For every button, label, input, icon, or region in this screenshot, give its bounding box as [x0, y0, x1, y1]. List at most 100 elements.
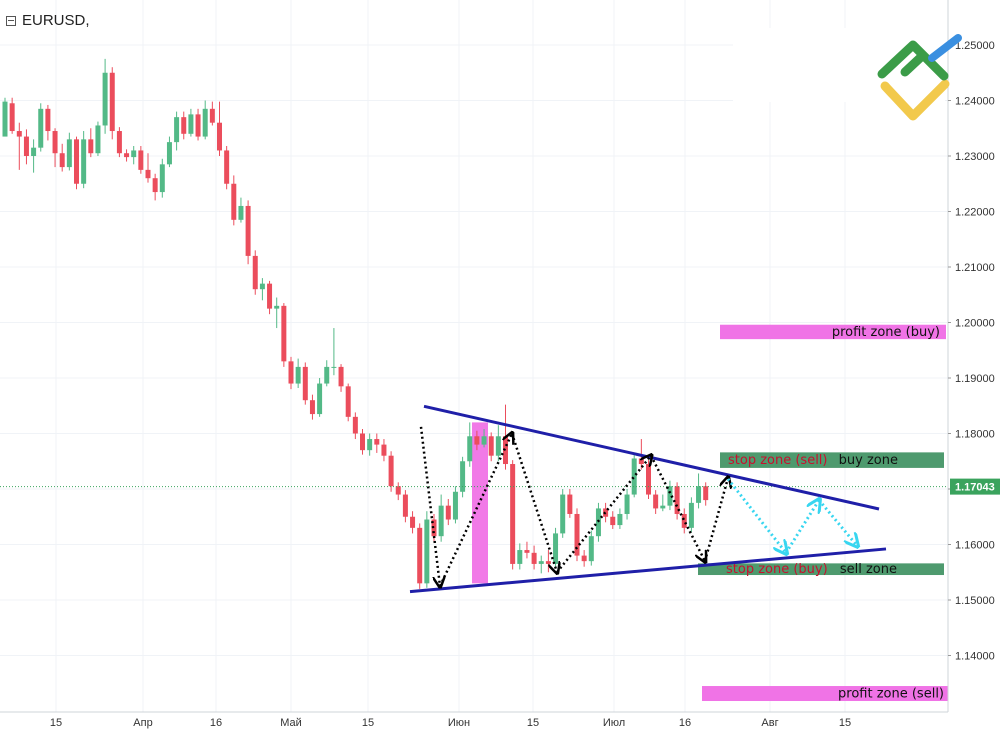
candle-down: [281, 305, 287, 362]
candle-down: [524, 550, 530, 553]
price-tick-label: 1.24000: [955, 96, 995, 108]
candle-down: [345, 386, 351, 417]
candle-down: [116, 131, 122, 154]
candle-up: [38, 108, 44, 148]
collapse-icon[interactable]: [6, 15, 16, 26]
candle-up: [31, 147, 37, 156]
stop-zone-buy-label: stop zone (buy): [726, 562, 828, 577]
candle-up: [660, 505, 666, 509]
candle-down: [381, 444, 387, 456]
candle-down: [245, 205, 251, 256]
candle-up: [517, 550, 523, 564]
candle-down: [638, 458, 644, 465]
candle-up: [317, 383, 323, 415]
candle-down: [152, 178, 158, 193]
candle-down: [510, 464, 516, 564]
profit-zone-buy-band: [720, 324, 946, 340]
candle-up: [631, 458, 637, 495]
time-tick-label: Авг: [761, 717, 778, 729]
candle-down: [352, 416, 358, 434]
candle-down: [653, 494, 659, 509]
price-axis-background: [948, 0, 1000, 734]
candle-up: [667, 486, 673, 506]
candle-down: [224, 150, 230, 184]
candle-down: [445, 505, 451, 520]
price-tick-label: 1.23000: [955, 151, 995, 163]
logo-green-stroke: [877, 40, 949, 81]
candle-up: [438, 505, 444, 537]
candle-down: [395, 486, 401, 495]
pink-highlight-block: [472, 422, 488, 584]
candle-up: [467, 436, 473, 462]
price-tick-label: 1.14000: [955, 651, 995, 663]
candle-up: [259, 283, 265, 290]
price-tick-label: 1.16000: [955, 540, 995, 552]
projection-arrow: [726, 478, 786, 553]
candle-down: [209, 108, 215, 123]
candle-down: [52, 131, 58, 154]
time-tick-label: Май: [280, 717, 302, 729]
time-tick-label: 15: [839, 717, 851, 729]
candle-down: [109, 72, 115, 132]
profit-zone-sell-band: [702, 686, 950, 702]
candle-up: [66, 139, 72, 168]
swing-arrow: [703, 478, 728, 562]
candle-down: [474, 436, 480, 445]
candle-down: [674, 486, 680, 514]
grid: [0, 0, 948, 712]
candle-down: [217, 122, 222, 151]
candle-up: [166, 142, 172, 165]
candle-up: [460, 461, 466, 492]
time-tick-label: Июл: [603, 717, 625, 729]
price-tick-label: 1.21000: [955, 262, 995, 274]
candle-up: [688, 502, 694, 528]
candle-down: [23, 136, 29, 156]
buy-zone-label: buy zone: [839, 453, 898, 468]
time-tick-label: 15: [362, 717, 374, 729]
candle-up: [95, 125, 101, 154]
logo-blue-stroke: [928, 34, 962, 62]
candle-up: [331, 366, 337, 368]
candle-up: [595, 508, 601, 537]
time-tick-label: Апр: [133, 717, 152, 729]
candle-down: [145, 169, 151, 179]
swing-arrow: [419, 426, 440, 586]
candle-down: [610, 516, 616, 526]
candle-down: [417, 527, 423, 584]
candle-down: [360, 433, 365, 451]
candle-up: [553, 533, 559, 564]
buy-zone-band: [720, 452, 944, 468]
zones-layer: profit zone (buy) stop zone (sell) buy zon…: [472, 324, 950, 702]
triangle-lower-line: [409, 547, 887, 594]
candle-down: [16, 131, 22, 137]
candle-up: [274, 305, 280, 309]
candle-down: [703, 486, 709, 501]
candle-down: [45, 108, 51, 132]
candle-down: [267, 283, 273, 309]
candle-up: [238, 205, 244, 220]
candle-down: [388, 455, 394, 487]
candle-up: [324, 366, 330, 384]
candle-down: [531, 552, 537, 564]
projection-arrow: [784, 500, 819, 554]
candle-up: [102, 72, 108, 126]
chart-header: EURUSD,: [6, 12, 90, 29]
candle-up: [2, 101, 8, 137]
candle-up: [81, 139, 87, 184]
candle-down: [59, 153, 65, 168]
candle-down: [252, 255, 258, 290]
candle-up: [131, 150, 137, 158]
current-price-label: 1.17043: [955, 482, 995, 494]
time-tick-label: 15: [527, 717, 539, 729]
drawings-layer: [0, 404, 948, 594]
logo-green-tick: [900, 53, 925, 77]
profit-zone-buy-label: profit zone (buy): [832, 325, 940, 340]
candle-down: [681, 513, 687, 528]
candle-down: [195, 114, 201, 137]
time-axis-background: [0, 712, 1000, 734]
sell-zone-label: sell zone: [840, 562, 897, 577]
candle-down: [338, 366, 344, 387]
candle-up: [367, 439, 373, 451]
